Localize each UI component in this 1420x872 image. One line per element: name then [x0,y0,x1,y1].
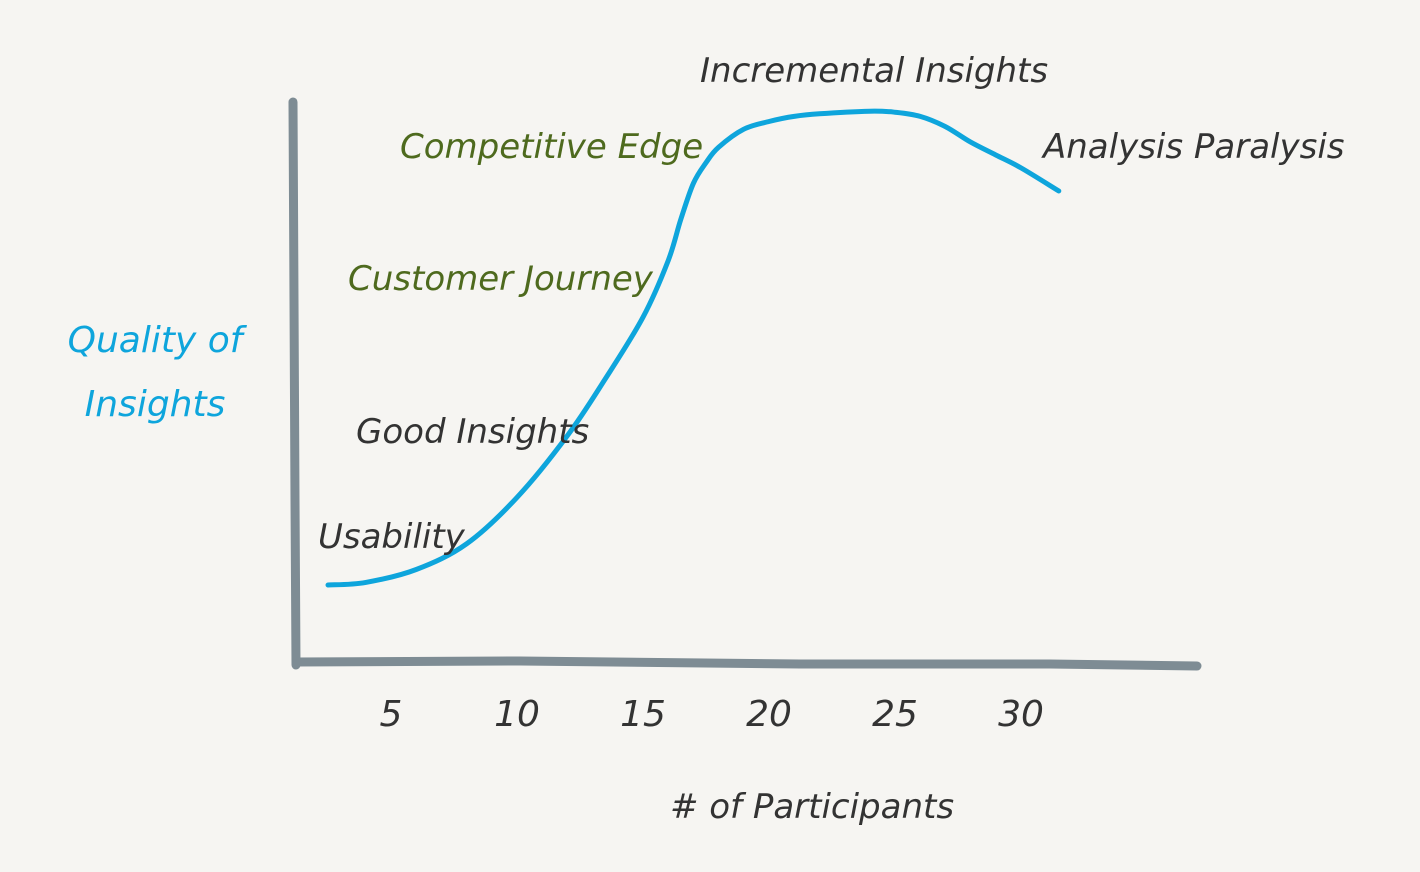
annotation-usability: Usability [318,517,466,557]
x-tick-label-10: 10 [494,694,540,735]
series-line-quality [325,108,1062,588]
y-axis-line [288,97,301,670]
y-axis-label-line-1: Quality of [68,320,248,361]
annotation-customer-journey: Customer Journey [348,259,654,299]
annotation-analysis-paralysis: Analysis Paralysis [1041,127,1344,167]
x-tick-label-30: 30 [998,694,1044,735]
x-axis-line [291,656,1202,671]
x-tick-label-15: 15 [620,694,666,735]
y-axis-label-line-2: Insights [85,384,226,425]
x-tick-label-20: 20 [746,694,792,735]
x-tick-label-25: 25 [872,694,918,735]
x-tick-labels: 5 10 15 20 25 30 [380,694,1044,735]
annotation-incremental-insights: Incremental Insights [700,51,1048,91]
x-axis-label: # of Participants [670,787,954,827]
annotation-good-insights: Good Insights [356,412,589,452]
annotation-competitive-edge: Competitive Edge [400,127,703,167]
x-tick-label-5: 5 [380,694,403,735]
